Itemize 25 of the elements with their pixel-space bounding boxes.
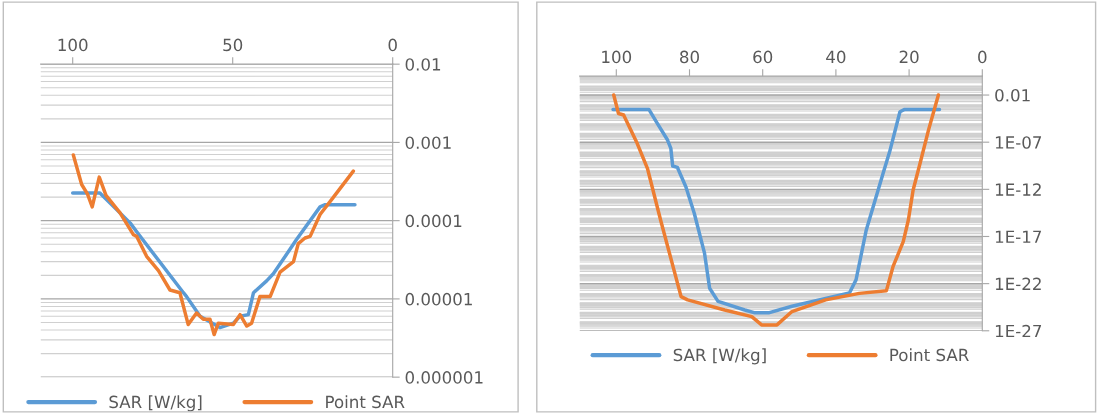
y-tick-label: 1E-17 (995, 230, 1042, 243)
x-tick-label: 0 (388, 38, 397, 52)
y-tick-label: 0.001 (405, 136, 451, 149)
legend-label: Point SAR (326, 395, 405, 409)
x-tick-label: 20 (899, 50, 919, 64)
y-tick-label: 0.01 (405, 58, 441, 71)
x-tick-label: 100 (58, 38, 88, 52)
y-tick-label: 0.000001 (405, 371, 483, 384)
x-tick-label: 50 (223, 38, 243, 52)
legend-label: Point SAR (890, 348, 969, 362)
y-tick-label: 0.0001 (405, 214, 462, 228)
y-tick-label: 1E-07 (995, 136, 1042, 149)
legend-label: SAR [W/kg] (673, 348, 766, 365)
x-tick-label: 100 (602, 50, 632, 64)
y-tick-label: 1E-27 (995, 324, 1042, 338)
x-tick-label: 60 (753, 50, 773, 64)
y-tick-label: 0.00001 (405, 292, 472, 306)
x-tick-label: 0 (978, 50, 987, 64)
y-tick-label: 0.01 (995, 89, 1030, 102)
y-tick-label: 1E-22 (995, 277, 1041, 290)
x-tick-label: 80 (680, 50, 699, 64)
line-series (71, 153, 356, 337)
y-tick-label: 1E-12 (995, 183, 1041, 196)
legend-label: SAR [W/kg] (109, 395, 202, 412)
x-tick-label: 40 (826, 50, 846, 64)
